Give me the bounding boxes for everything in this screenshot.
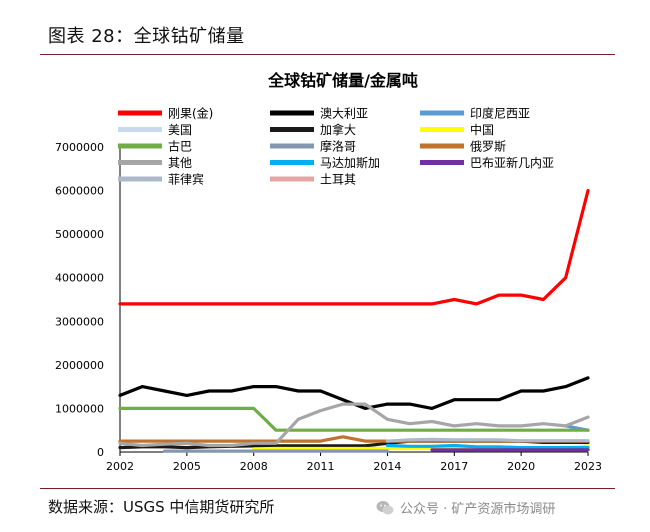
y-tick-label: 3000000 (55, 315, 104, 328)
watermark-text: 公众号 · 矿产资源市场调研 (400, 502, 556, 517)
series-line-0 (118, 189, 590, 306)
legend-label: 菲律宾 (168, 172, 204, 187)
legend-label: 美国 (168, 123, 192, 137)
x-tick-label: 2020 (507, 460, 535, 473)
y-tick-label: 4000000 (55, 272, 104, 285)
legend-label: 俄罗斯 (470, 140, 506, 154)
x-tick-label: 2023 (574, 460, 602, 473)
figure-title: 图表 28：全球钴矿储量 (48, 26, 245, 47)
x-tick-label: 2014 (373, 460, 401, 473)
legend-label: 摩洛哥 (320, 139, 356, 154)
series-line-9 (118, 402, 590, 448)
bottom-rule (40, 488, 615, 489)
legend-label: 古巴 (168, 139, 192, 154)
y-tick-label: 0 (97, 446, 104, 459)
x-tick-label: 2017 (440, 460, 468, 473)
series-line-6 (118, 406, 590, 432)
series-layer (118, 189, 590, 453)
x-axis: 2002 2005 2008 2011 2014 2017 2020 2023 (106, 451, 602, 473)
x-tick-label: 2005 (173, 460, 201, 473)
x-tick-label: 2008 (240, 460, 268, 473)
watermark: 公众号 · 矿产资源市场调研 (376, 498, 555, 517)
legend-label: 加拿大 (320, 122, 356, 137)
legend-label: 澳大利亚 (320, 107, 368, 121)
series-line-12 (385, 437, 590, 443)
wechat-icon (376, 500, 394, 514)
x-tick-label: 2002 (106, 460, 134, 473)
source-note: 数据来源：USGS 中信期货研究所 (48, 498, 275, 516)
y-tick-label: 6000000 (55, 185, 104, 198)
chart-title: 全球钴矿储量/金属吨 (267, 71, 418, 90)
legend-label: 马达加斯加 (320, 156, 380, 170)
legend-label: 印度尼西亚 (470, 106, 530, 121)
top-rule (40, 54, 615, 55)
legend-label: 刚果(金) (168, 106, 213, 121)
y-tick-label: 1000000 (55, 402, 104, 415)
x-tick-label: 2011 (307, 460, 335, 473)
y-axis: 0 1000000 2000000 3000000 4000000 5000000 6000… (55, 141, 121, 459)
legend-label: 巴布亚新几内亚 (470, 155, 554, 170)
y-tick-label: 2000000 (55, 359, 104, 372)
legend-label: 土耳其 (320, 173, 356, 187)
y-tick-label: 7000000 (55, 141, 104, 154)
legend-label: 中国 (470, 122, 494, 137)
legend-label: 其他 (168, 156, 192, 170)
y-tick-label: 5000000 (55, 228, 104, 241)
series-line-10 (385, 443, 590, 450)
